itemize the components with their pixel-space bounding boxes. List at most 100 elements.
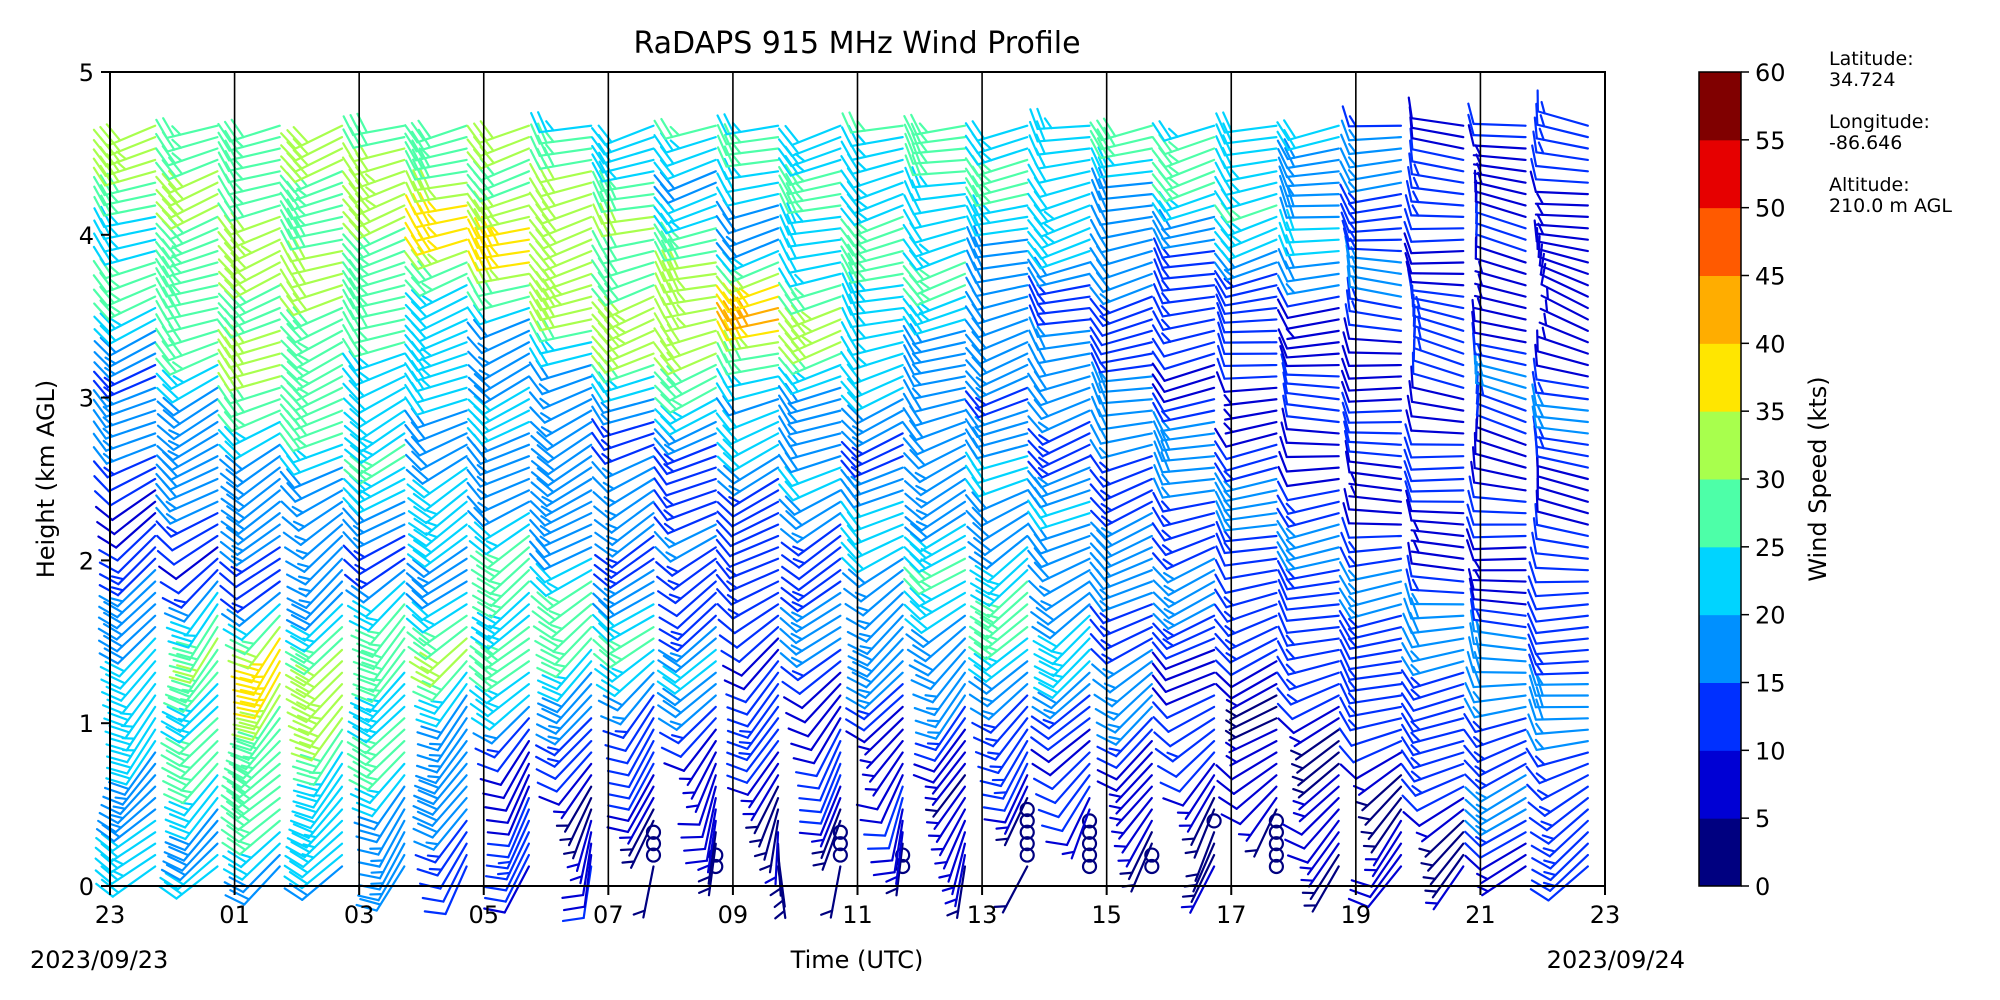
barb-feather bbox=[420, 665, 441, 678]
barb-feather bbox=[155, 212, 173, 230]
barb-feather bbox=[467, 350, 485, 368]
barb-feather bbox=[530, 448, 550, 464]
barb-staff bbox=[666, 158, 717, 181]
barb-feather bbox=[1152, 283, 1164, 305]
barb-feather bbox=[653, 456, 668, 476]
barb-feather bbox=[846, 391, 864, 409]
barb-feather bbox=[404, 303, 422, 322]
barb-feather bbox=[290, 669, 311, 682]
barb-feather bbox=[414, 656, 434, 670]
barb-staff bbox=[354, 352, 406, 372]
barb-feather bbox=[217, 216, 232, 236]
barb-staff bbox=[352, 318, 406, 332]
barb-feather bbox=[291, 765, 315, 774]
barb-feather bbox=[94, 857, 113, 874]
barb-staff bbox=[357, 534, 406, 562]
barb-staff bbox=[542, 238, 593, 262]
barb-feather bbox=[840, 218, 856, 237]
wind-barb bbox=[715, 557, 780, 580]
wind-barb bbox=[870, 808, 904, 864]
barb-staff bbox=[729, 261, 780, 284]
barb-feather bbox=[614, 313, 627, 323]
wind-barb bbox=[840, 455, 904, 478]
barb-feather bbox=[653, 205, 669, 225]
barb-feather bbox=[167, 855, 189, 867]
barb-staff bbox=[479, 477, 530, 501]
barb-feather bbox=[670, 630, 684, 637]
barb-feather bbox=[1161, 500, 1171, 512]
barb-feather bbox=[716, 519, 733, 538]
barb-feather bbox=[790, 644, 804, 652]
barb-staff bbox=[788, 193, 842, 205]
barb-feather bbox=[841, 419, 859, 437]
barb-staff bbox=[166, 261, 219, 278]
barb-staff bbox=[607, 580, 655, 610]
barb-staff bbox=[367, 683, 406, 723]
barb-feather bbox=[1089, 618, 1106, 638]
barb-feather bbox=[484, 806, 508, 812]
barb-feather bbox=[155, 288, 168, 309]
barb-feather bbox=[413, 505, 433, 520]
barb-feather bbox=[1027, 401, 1043, 420]
barb-staff bbox=[542, 249, 593, 273]
calm-circle bbox=[1081, 813, 1098, 829]
barb-staff bbox=[180, 569, 219, 609]
wind-barb bbox=[726, 717, 780, 762]
wind-barb bbox=[841, 293, 904, 316]
wind-barb bbox=[1027, 466, 1091, 489]
barb-staff bbox=[987, 591, 1029, 629]
barb-staff bbox=[1115, 717, 1153, 758]
barb-feather bbox=[1151, 537, 1167, 557]
wind-barb bbox=[534, 614, 593, 653]
barb-staff bbox=[610, 534, 655, 569]
barb-staff bbox=[868, 740, 904, 783]
barb-feather bbox=[467, 398, 486, 416]
barb-staff bbox=[1164, 170, 1216, 192]
barb-feather bbox=[1163, 618, 1176, 627]
wind-barb bbox=[160, 705, 219, 744]
barb-feather bbox=[171, 138, 183, 149]
wind-barb bbox=[405, 443, 468, 471]
wind-barb bbox=[779, 637, 842, 668]
barb-staff bbox=[547, 455, 593, 487]
barb-staff bbox=[1166, 557, 1216, 584]
barb-staff bbox=[168, 477, 219, 501]
barb-staff bbox=[853, 466, 904, 488]
wind-barb bbox=[1028, 304, 1091, 326]
barb-feather bbox=[1161, 256, 1171, 269]
wind-barb bbox=[716, 145, 780, 168]
barb-feather bbox=[407, 645, 427, 661]
barb-staff bbox=[1164, 660, 1216, 682]
barb-staff bbox=[918, 591, 967, 621]
wind-barb bbox=[1019, 813, 1035, 829]
barb-staff bbox=[1043, 569, 1091, 597]
wind-barb bbox=[407, 477, 468, 512]
barb-feather bbox=[1152, 491, 1165, 513]
barb-feather bbox=[163, 612, 186, 623]
wind-barb bbox=[484, 842, 530, 892]
barb-feather bbox=[979, 616, 1000, 631]
barb-feather bbox=[653, 466, 668, 486]
calm-circle bbox=[1081, 847, 1098, 863]
wind-barb bbox=[1089, 284, 1153, 306]
barb-feather bbox=[110, 814, 125, 820]
wind-barb bbox=[536, 751, 593, 793]
wind-barb bbox=[96, 500, 157, 536]
wind-barb bbox=[1162, 762, 1216, 807]
wind-barb bbox=[483, 865, 530, 914]
barb-feather bbox=[973, 664, 993, 679]
barb-staff bbox=[1040, 546, 1091, 569]
barb-staff bbox=[666, 193, 717, 215]
barb-feather bbox=[790, 742, 813, 752]
barb-feather bbox=[975, 396, 987, 407]
barb-staff bbox=[731, 432, 780, 459]
barb-feather bbox=[229, 889, 251, 901]
barb-staff bbox=[183, 808, 219, 852]
barb-feather bbox=[975, 600, 996, 614]
barb-feather bbox=[528, 218, 545, 238]
barb-staff bbox=[250, 637, 281, 684]
barb-feather bbox=[657, 590, 677, 605]
barb-feather bbox=[353, 706, 375, 718]
barb-staff bbox=[479, 318, 530, 340]
barb-feather bbox=[911, 387, 923, 399]
